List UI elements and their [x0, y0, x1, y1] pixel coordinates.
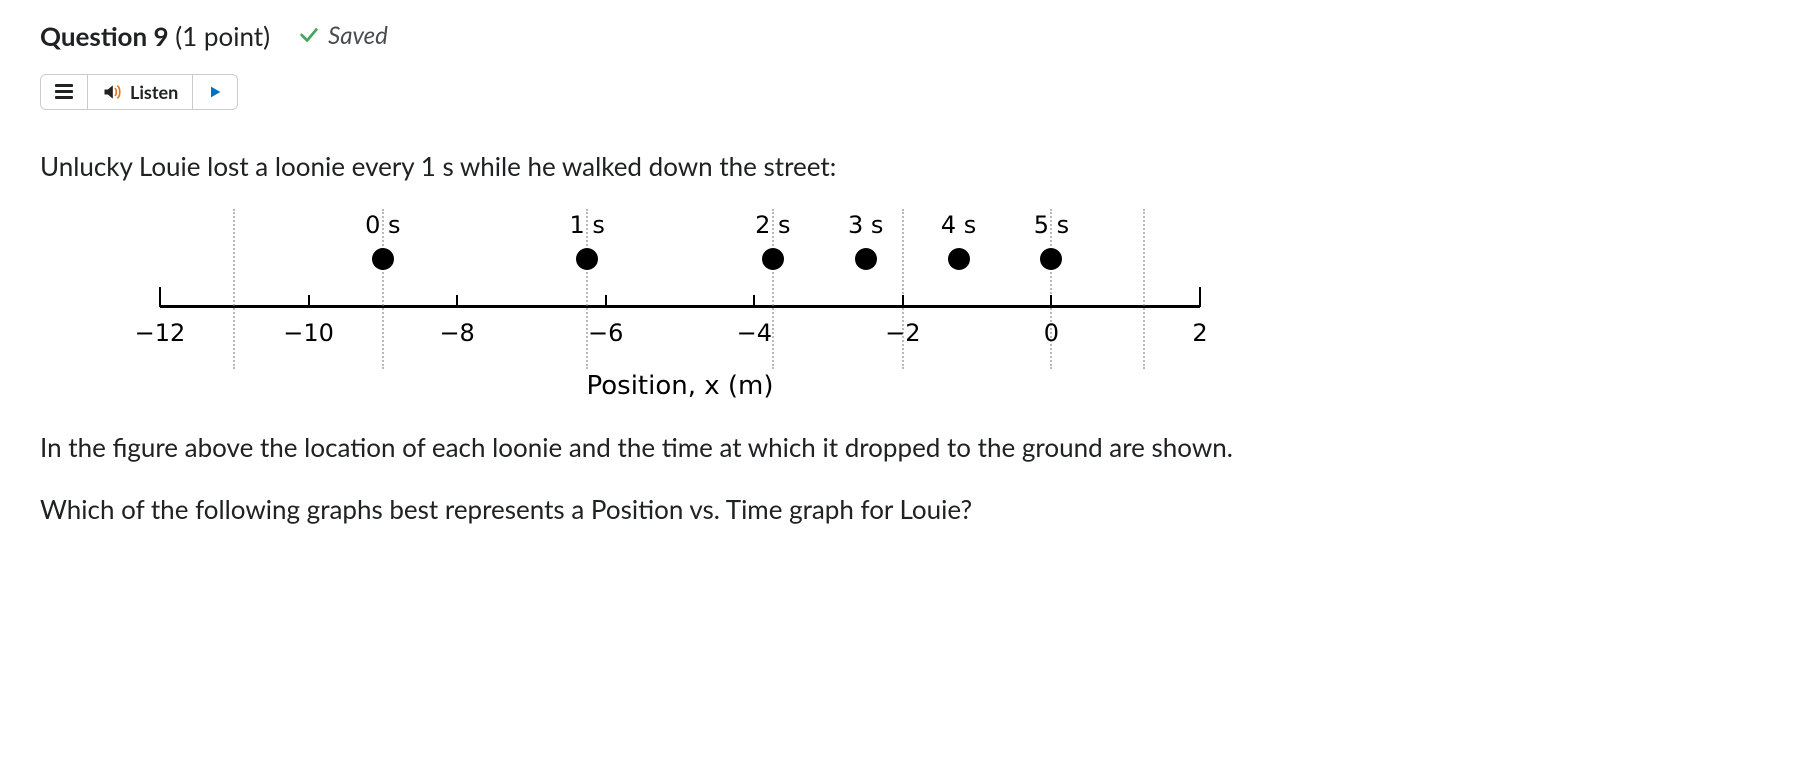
- axis-tick-label: −12: [135, 319, 186, 347]
- axis-tick-label: −10: [283, 319, 334, 347]
- menu-button[interactable]: [41, 75, 87, 109]
- axis-tick: [753, 295, 755, 307]
- loonie-dot: [1040, 248, 1062, 270]
- loonie-time-label: 4 s: [941, 211, 976, 239]
- loonie-time-label: 0 s: [365, 211, 400, 239]
- loonie-time-label: 1 s: [569, 211, 604, 239]
- axis-title: Position, x (m): [160, 371, 1200, 401]
- question-text: Which of the following graphs best repre…: [40, 491, 1756, 529]
- grid-dashed: [233, 209, 235, 369]
- axis-tick: [308, 295, 310, 307]
- axis-tick: [605, 295, 607, 307]
- axis-tick-label: −4: [737, 319, 772, 347]
- question-header: Question 9 (1 point) Saved: [40, 20, 1756, 52]
- question-title: Question 9 (1 point): [40, 20, 270, 52]
- axis-tick: [456, 295, 458, 307]
- axis-tick-label: −2: [885, 319, 920, 347]
- axis-tick: [902, 295, 904, 307]
- check-icon: [298, 24, 320, 46]
- axis-tick-label: −8: [439, 319, 474, 347]
- loonie-dot: [576, 248, 598, 270]
- saved-indicator: Saved: [298, 21, 388, 50]
- position-number-line: −12−10−8−6−4−2020 s1 s2 s3 s4 s5 s Posit…: [160, 209, 1200, 401]
- axis-line: [160, 305, 1200, 308]
- caption-text: In the figure above the location of each…: [40, 429, 1756, 467]
- grid-dashed: [1143, 209, 1145, 369]
- listen-button[interactable]: Listen: [87, 75, 192, 109]
- axis-tick: [1050, 295, 1052, 307]
- play-icon: [207, 84, 223, 100]
- axis-tick-label: 2: [1192, 319, 1207, 347]
- loonie-time-label: 5 s: [1034, 211, 1069, 239]
- saved-label: Saved: [328, 21, 388, 50]
- loonie-dot: [855, 248, 877, 270]
- axis-area: −12−10−8−6−4−2020 s1 s2 s3 s4 s5 s: [160, 209, 1200, 369]
- loonie-time-label: 3 s: [848, 211, 883, 239]
- loonie-time-label: 2 s: [755, 211, 790, 239]
- loonie-dot: [372, 248, 394, 270]
- axis-tick: [1199, 287, 1201, 307]
- hamburger-icon: [55, 84, 73, 99]
- axis-tick-label: −6: [588, 319, 623, 347]
- speaker-icon: [102, 82, 122, 102]
- loonie-dot: [762, 248, 784, 270]
- question-number: 9: [153, 20, 168, 52]
- question-label: Question: [40, 20, 147, 52]
- axis-tick-label: 0: [1044, 319, 1059, 347]
- accessibility-toolbar: Listen: [40, 74, 238, 110]
- listen-label: Listen: [130, 81, 178, 103]
- prompt-text: Unlucky Louie lost a loonie every 1 s wh…: [40, 148, 1756, 186]
- loonie-dot: [948, 248, 970, 270]
- play-button[interactable]: [192, 75, 237, 109]
- points-label: (1 point): [175, 20, 270, 52]
- axis-tick: [159, 287, 161, 307]
